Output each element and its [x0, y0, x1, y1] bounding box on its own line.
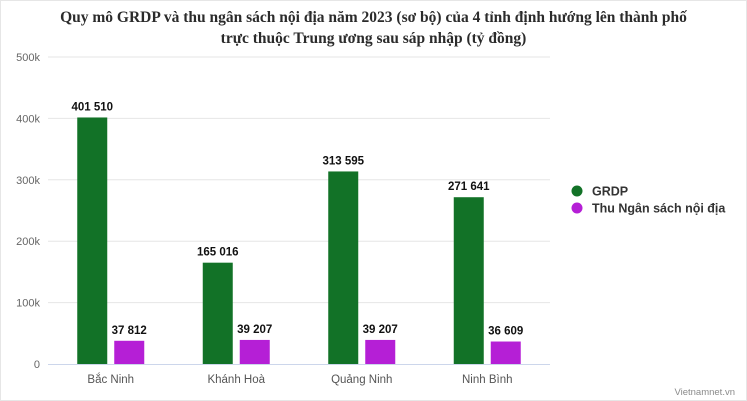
legend-marker [571, 202, 583, 214]
x-axis: Bắc Ninh Khánh Hoà Quảng Ninh Ninh Bình [48, 364, 550, 386]
legend-marker [571, 185, 583, 197]
data-labels: 401 510 37 812 165 016 39 207 313 595 39 207 2… [71, 101, 523, 337]
y-tick-label: 100k [16, 298, 40, 310]
bar-grdp[interactable] [453, 197, 484, 364]
legend-label: GRDP [592, 185, 628, 199]
source-credit: Vietnamnet.vn [674, 387, 735, 398]
data-label: 39 207 [237, 324, 272, 336]
data-label: 165 016 [197, 247, 239, 259]
bars [77, 117, 521, 364]
y-tick-label: 300k [16, 175, 40, 187]
data-label: 401 510 [71, 101, 113, 113]
x-tick-label: Quảng Ninh [331, 374, 392, 386]
bar-grdp[interactable] [77, 117, 108, 364]
data-label: 313 595 [322, 155, 364, 167]
legend-item-grdp[interactable]: GRDP [571, 185, 629, 199]
bar-thu-ngan-sach[interactable] [365, 339, 396, 364]
data-label: 271 641 [448, 181, 490, 193]
x-tick-label: Ninh Bình [462, 374, 513, 386]
data-label: 36 609 [488, 326, 523, 338]
bar-grdp[interactable] [328, 171, 359, 364]
chart-title-line-1: Quy mô GRDP và thu ngân sách nội địa năm… [60, 9, 687, 26]
legend[interactable]: GRDP Thu Ngân sách nội địa [571, 185, 727, 216]
x-tick-label: Bắc Ninh [87, 373, 134, 386]
bar-thu-ngan-sach[interactable] [490, 341, 521, 364]
bar-grdp[interactable] [202, 262, 233, 364]
y-axis: 0 100k 200k 300k 400k 500k [16, 52, 40, 371]
y-tick-label: 200k [16, 236, 40, 248]
x-tick-label: Khánh Hoà [207, 374, 265, 386]
bar-thu-ngan-sach[interactable] [114, 340, 145, 364]
legend-label: Thu Ngân sách nội địa [592, 202, 726, 216]
y-tick-label: 0 [34, 359, 40, 371]
data-label: 37 812 [112, 325, 147, 337]
bar-thu-ngan-sach[interactable] [239, 339, 270, 364]
chart-title-line-2: trực thuộc Trung ương sau sáp nhập (tỷ đ… [220, 30, 527, 47]
data-label: 39 207 [363, 324, 398, 336]
chart-title: Quy mô GRDP và thu ngân sách nội địa năm… [0, 7, 747, 49]
y-tick-label: 400k [16, 113, 40, 125]
legend-item-thu-ngan-sach[interactable]: Thu Ngân sách nội địa [571, 202, 727, 216]
y-tick-label: 500k [16, 52, 40, 64]
